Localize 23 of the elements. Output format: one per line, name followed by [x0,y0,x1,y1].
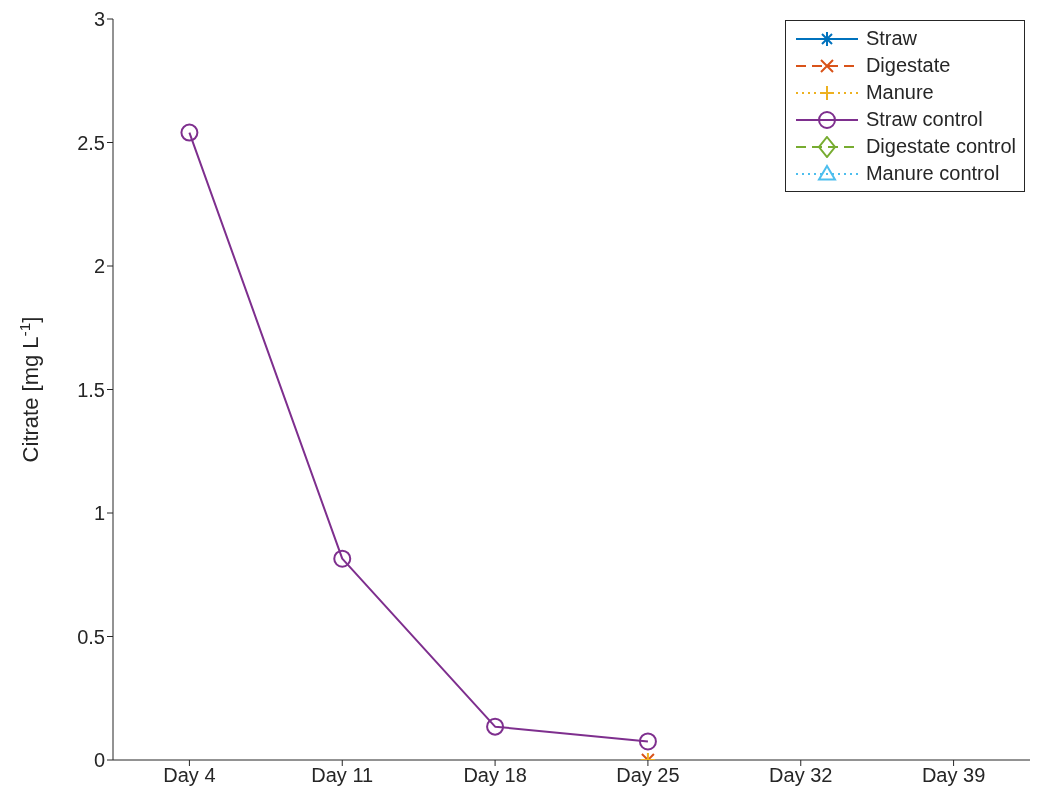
x-tick-label: Day 18 [463,764,527,787]
x-tick-label: Day 4 [163,764,216,787]
point [333,549,352,568]
point [180,123,199,142]
y-tick-label: 0.5 [77,625,105,648]
legend-label: Manure control [865,162,1000,185]
x-tick-label: Day 25 [616,764,680,787]
x-tick-label: Day 39 [921,764,986,787]
legend-label: Digestate [865,54,951,77]
legend-label: Straw control [865,108,983,131]
x-tick-label: Day 32 [769,764,833,787]
point [486,717,505,736]
y-tick-label: 2 [93,255,105,278]
point [638,732,657,751]
y-tick-label: 2.5 [77,131,105,154]
y-tick-label: 3 [93,8,105,31]
legend-label: Digestate control [865,135,1016,158]
legend-label: Manure [865,81,934,104]
y-tick-label: 0 [93,749,105,772]
legend-label: Straw [865,27,918,50]
x-tick-label: Day 11 [311,764,374,787]
y-tick-label: 1.5 [77,378,105,401]
y-tick-label: 1 [93,502,105,525]
